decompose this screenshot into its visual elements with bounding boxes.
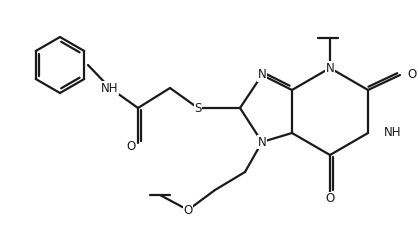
Text: NH: NH <box>384 127 402 139</box>
Text: N: N <box>257 69 266 81</box>
Text: NH: NH <box>101 81 119 94</box>
Text: S: S <box>194 101 202 114</box>
Text: O: O <box>325 193 335 205</box>
Text: O: O <box>184 203 193 217</box>
Text: N: N <box>326 61 334 74</box>
Text: O: O <box>407 69 416 81</box>
Text: N: N <box>257 135 266 149</box>
Text: O: O <box>126 139 135 153</box>
